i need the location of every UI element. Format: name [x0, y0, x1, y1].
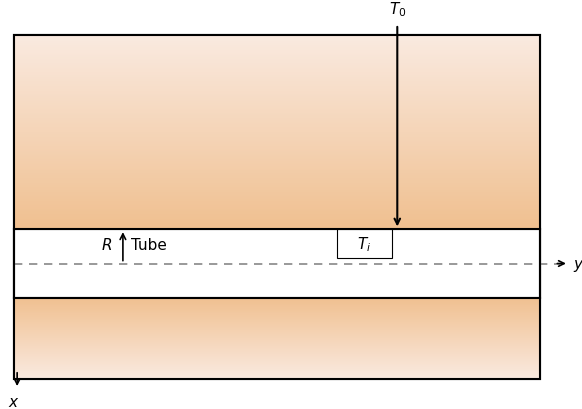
Polygon shape — [288, 172, 322, 186]
Text: y: y — [573, 256, 582, 271]
Polygon shape — [180, 172, 214, 186]
Polygon shape — [340, 317, 374, 331]
Polygon shape — [443, 172, 477, 186]
Text: x: x — [8, 394, 17, 409]
Polygon shape — [234, 317, 268, 331]
Polygon shape — [494, 317, 528, 331]
Polygon shape — [71, 172, 105, 186]
Polygon shape — [340, 172, 374, 186]
Text: $\lambda_{sol}$: $\lambda_{sol}$ — [51, 76, 78, 95]
Text: R: R — [102, 237, 112, 252]
Text: $Cp_{sol}$: $Cp_{sol}$ — [51, 112, 89, 131]
Polygon shape — [391, 172, 425, 186]
Polygon shape — [288, 317, 322, 331]
Polygon shape — [494, 172, 528, 186]
Text: sol: sol — [312, 112, 340, 131]
Polygon shape — [443, 317, 477, 331]
Polygon shape — [126, 172, 159, 186]
Polygon shape — [17, 317, 51, 331]
Text: $T_0$: $T_0$ — [389, 1, 406, 19]
Polygon shape — [17, 172, 51, 186]
FancyBboxPatch shape — [338, 230, 392, 258]
Polygon shape — [126, 317, 159, 331]
Text: Tube: Tube — [132, 237, 168, 252]
Polygon shape — [71, 317, 105, 331]
Polygon shape — [391, 317, 425, 331]
Polygon shape — [234, 172, 268, 186]
Bar — [15, 230, 540, 298]
Text: $\rho_{sol}$: $\rho_{sol}$ — [51, 150, 78, 166]
Polygon shape — [180, 317, 214, 331]
Text: $T_i$: $T_i$ — [357, 234, 371, 253]
FancyBboxPatch shape — [29, 61, 169, 190]
